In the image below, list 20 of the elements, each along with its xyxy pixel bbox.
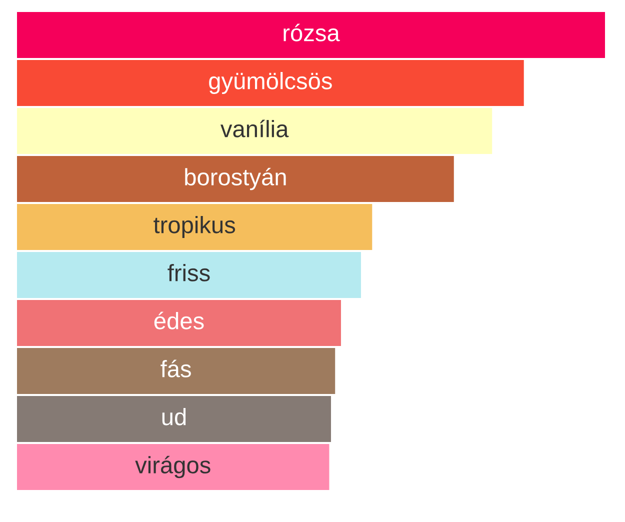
bar xyxy=(17,300,341,346)
y-tick-label: vanília xyxy=(220,120,289,138)
y-tick-label: fás xyxy=(160,360,191,378)
bar xyxy=(17,204,372,250)
bar xyxy=(17,252,361,298)
bar xyxy=(17,444,330,490)
bar xyxy=(17,60,524,106)
bar xyxy=(17,348,336,394)
bar xyxy=(17,156,454,202)
y-tick-label: gyümölcsös xyxy=(209,72,332,94)
bar xyxy=(17,396,331,442)
y-tick-label: édes xyxy=(154,312,204,330)
y-tick-label: ud xyxy=(162,408,186,426)
y-tick-label: rózsa xyxy=(284,24,340,42)
bar xyxy=(17,12,605,58)
y-tick-label: tropikus xyxy=(154,216,236,238)
y-tick-label: borostyán xyxy=(185,168,286,190)
y-tick-label: virágos xyxy=(135,456,210,478)
bar xyxy=(17,108,492,154)
y-tick-label: friss xyxy=(168,264,210,282)
